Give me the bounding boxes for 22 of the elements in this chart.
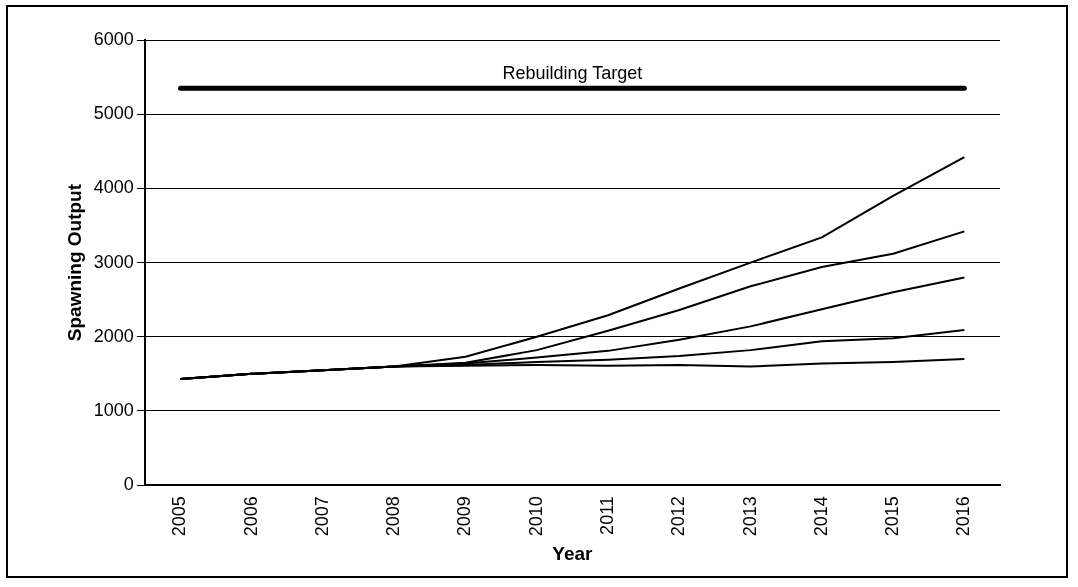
x-tick-label: 2010 <box>525 496 546 537</box>
x-tick-label: 2007 <box>311 496 332 537</box>
x-tick-label: 2005 <box>169 496 190 537</box>
x-axis-title: Year <box>552 542 594 564</box>
x-tick-label: 2011 <box>597 496 618 535</box>
ref-line-label: Rebuilding Target <box>502 63 643 84</box>
y-axis-title: Spawning Output <box>63 183 85 342</box>
x-tick-label: 2012 <box>668 496 689 537</box>
y-tick-label: 5000 <box>93 103 134 124</box>
x-tick-label: 2014 <box>810 496 831 537</box>
x-tick-label: 2013 <box>739 496 760 537</box>
x-tick-label: 2015 <box>882 496 903 537</box>
y-tick-label: 0 <box>123 474 134 495</box>
x-tick-label: 2016 <box>953 496 974 537</box>
x-tick-label: 2008 <box>383 496 404 537</box>
y-tick-label: 1000 <box>93 399 134 420</box>
y-tick-label: 6000 <box>93 28 134 49</box>
x-tick-label: 2009 <box>454 496 475 537</box>
y-tick-label: 4000 <box>93 177 134 198</box>
y-tick-label: 3000 <box>93 251 134 272</box>
y-tick-label: 2000 <box>93 325 134 346</box>
x-tick-label: 2006 <box>240 496 261 537</box>
